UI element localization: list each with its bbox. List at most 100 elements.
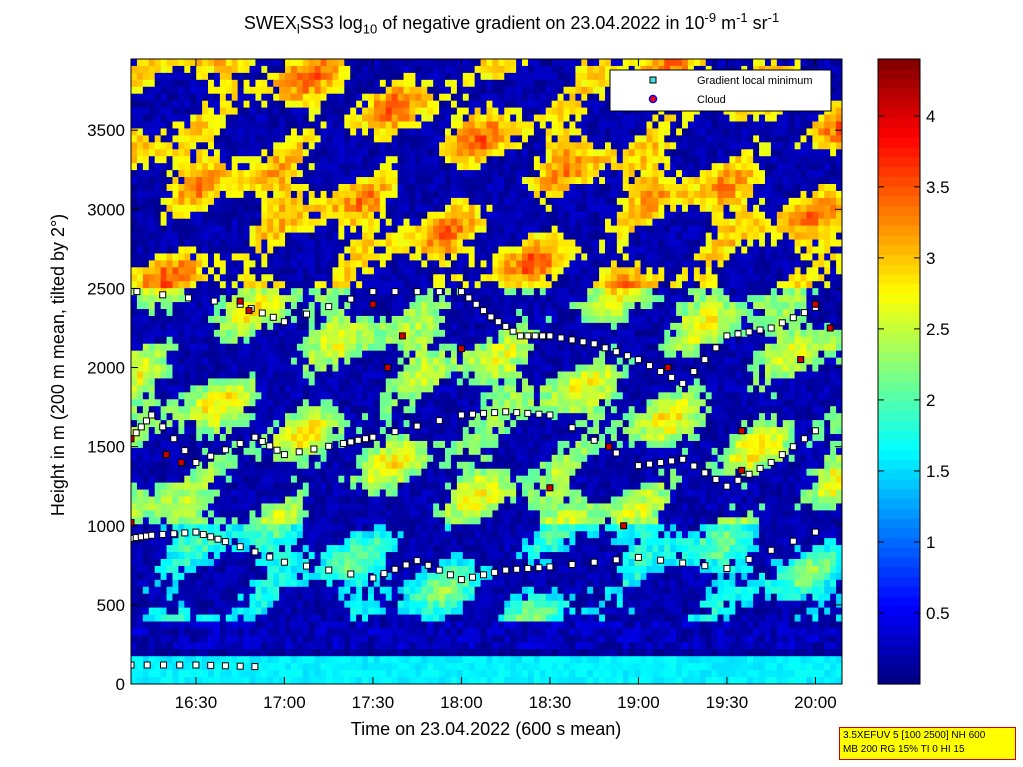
heatmap-cell bbox=[314, 239, 322, 248]
heatmap-cell bbox=[154, 170, 162, 178]
heatmap-cell bbox=[296, 232, 304, 241]
heatmap-cell bbox=[202, 315, 209, 324]
heatmap-cell bbox=[818, 128, 825, 136]
heatmap-cell bbox=[314, 309, 322, 317]
heatmap-cell bbox=[462, 204, 470, 213]
heatmap-cell bbox=[711, 128, 719, 136]
heatmap-cell bbox=[368, 79, 375, 88]
heatmap-cell bbox=[196, 177, 203, 185]
heatmap-cell bbox=[213, 114, 221, 123]
heatmap-cell bbox=[308, 309, 316, 317]
heatmap-cell bbox=[433, 72, 440, 81]
heatmap-cell bbox=[225, 100, 233, 109]
heatmap-cell bbox=[563, 86, 571, 95]
heatmap-cell bbox=[219, 93, 227, 102]
heatmap-cell bbox=[415, 218, 422, 227]
heatmap-cell bbox=[800, 239, 808, 248]
heatmap-cell bbox=[634, 59, 642, 67]
heatmap-cell bbox=[131, 204, 138, 213]
heatmap-cell bbox=[516, 107, 523, 116]
heatmap-cell bbox=[356, 114, 363, 123]
heatmap-cell bbox=[711, 315, 719, 324]
heatmap-cell bbox=[699, 260, 707, 268]
heatmap-cell bbox=[830, 65, 837, 74]
heatmap-cell bbox=[208, 260, 215, 268]
heatmap-cell bbox=[379, 253, 387, 261]
heatmap-cell bbox=[587, 107, 594, 116]
heatmap-cell bbox=[693, 295, 701, 303]
heatmap-cell bbox=[290, 246, 298, 255]
heatmap-cell bbox=[350, 65, 357, 74]
heatmap-cell bbox=[658, 170, 665, 178]
heatmap-cell bbox=[652, 302, 659, 310]
heatmap-cell bbox=[154, 225, 162, 234]
heatmap-cell bbox=[296, 218, 304, 227]
heatmap-cell bbox=[391, 281, 399, 289]
heatmap-cell bbox=[782, 190, 790, 199]
heatmap-cell bbox=[148, 295, 156, 303]
heatmap-cell bbox=[433, 59, 440, 67]
heatmap-cell bbox=[616, 295, 624, 303]
heatmap-cell bbox=[693, 267, 701, 275]
heatmap-cell bbox=[296, 65, 304, 74]
heatmap-cell bbox=[557, 281, 565, 289]
heatmap-cell bbox=[433, 322, 440, 331]
heatmap-cell bbox=[664, 204, 671, 213]
heatmap-cell bbox=[551, 177, 559, 185]
heatmap-cell bbox=[747, 59, 754, 67]
heatmap-cell bbox=[344, 322, 351, 331]
heatmap-cell bbox=[747, 288, 754, 296]
heatmap-cell bbox=[474, 329, 482, 338]
heatmap-cell bbox=[166, 170, 174, 178]
heatmap-cell bbox=[652, 239, 659, 248]
heatmap-cell bbox=[723, 260, 731, 268]
heatmap-cell bbox=[237, 72, 245, 81]
heatmap-cell bbox=[551, 302, 559, 310]
heatmap-cell bbox=[320, 246, 328, 255]
heatmap-cell bbox=[350, 274, 357, 282]
heatmap-cell bbox=[676, 274, 683, 282]
heatmap-cell bbox=[563, 253, 571, 261]
heatmap-cell bbox=[190, 79, 197, 88]
heatmap-cell bbox=[794, 190, 802, 199]
heatmap-cell bbox=[184, 142, 191, 150]
heatmap-cell bbox=[166, 100, 174, 109]
heatmap-cell bbox=[770, 260, 778, 268]
heatmap-cell bbox=[605, 246, 612, 255]
heatmap-cell bbox=[830, 59, 837, 67]
heatmap-cell bbox=[539, 343, 547, 352]
heatmap-cell bbox=[569, 246, 576, 255]
heatmap-cell bbox=[622, 309, 630, 317]
heatmap-cell bbox=[735, 267, 742, 275]
heatmap-cell bbox=[148, 128, 156, 136]
heatmap-cell bbox=[421, 232, 428, 241]
heatmap-cell bbox=[581, 163, 588, 171]
heatmap-cell bbox=[735, 315, 742, 324]
heatmap-cell bbox=[836, 322, 842, 331]
heatmap-cell bbox=[516, 211, 523, 220]
heatmap-cell bbox=[812, 163, 819, 171]
heatmap-cell bbox=[581, 79, 588, 88]
heatmap-cell bbox=[563, 149, 571, 157]
heatmap-cell bbox=[605, 128, 612, 136]
heatmap-cell bbox=[225, 239, 233, 248]
heatmap-cell bbox=[385, 218, 393, 227]
heatmap-cell bbox=[498, 302, 505, 310]
heatmap-cell bbox=[646, 315, 653, 324]
heatmap-cell bbox=[166, 79, 174, 88]
heatmap-cell bbox=[362, 343, 369, 352]
heatmap-cell bbox=[368, 204, 375, 213]
heatmap-cell bbox=[824, 225, 831, 234]
heatmap-cell bbox=[320, 149, 328, 157]
heatmap-cell bbox=[356, 197, 363, 206]
heatmap-cell bbox=[237, 142, 245, 150]
heatmap-cell bbox=[136, 302, 144, 310]
heatmap-cell bbox=[776, 121, 784, 130]
heatmap-cell bbox=[320, 121, 328, 130]
heatmap-cell bbox=[747, 232, 754, 241]
heatmap-cell bbox=[136, 218, 144, 227]
heatmap-cell bbox=[836, 281, 842, 289]
heatmap-cell bbox=[486, 86, 494, 95]
heatmap-cell bbox=[427, 197, 434, 206]
heatmap-cell bbox=[231, 59, 239, 67]
